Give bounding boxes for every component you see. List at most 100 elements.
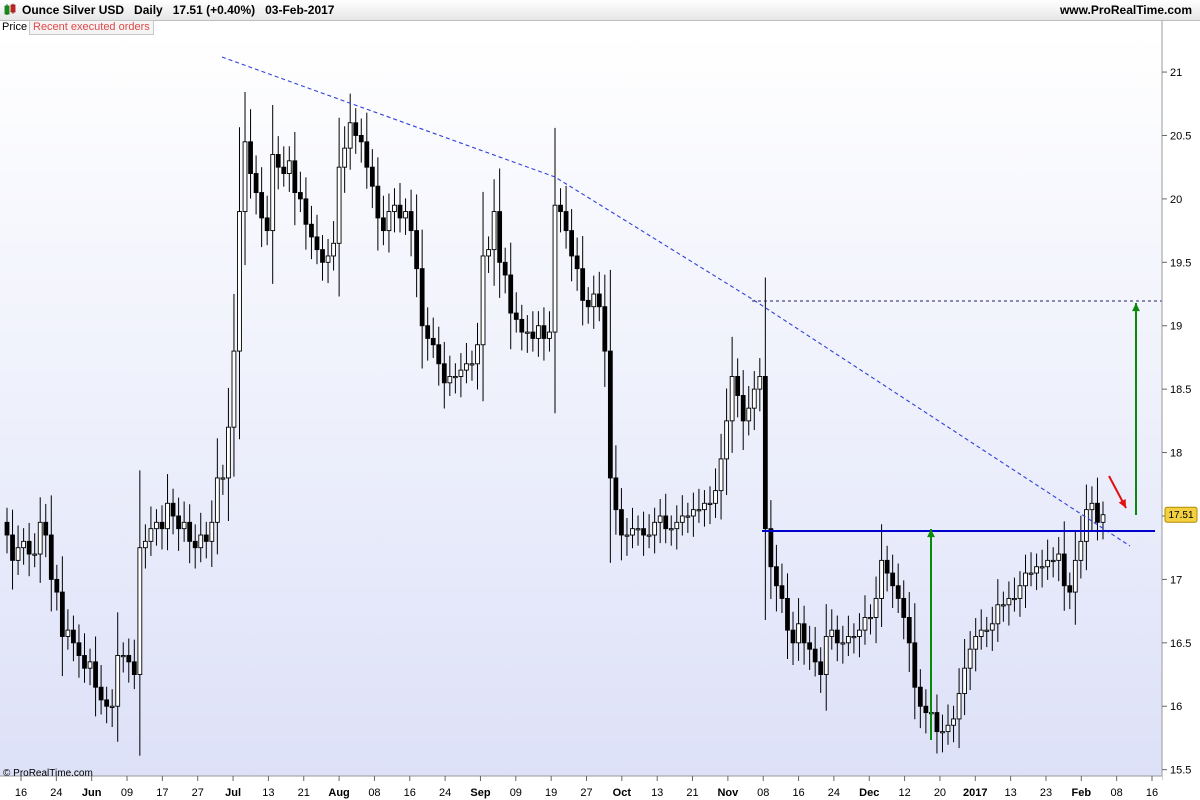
price-tag-value: 17.51 — [1168, 510, 1193, 521]
candle-body — [1000, 604, 1006, 607]
candle-body — [1017, 585, 1023, 599]
y-tick-label: 18.5 — [1170, 384, 1191, 396]
candle-body — [1084, 509, 1089, 542]
candle-body — [862, 617, 868, 631]
candle-body — [646, 534, 652, 537]
candle-body — [458, 369, 464, 377]
candle-body — [713, 490, 718, 504]
site-link[interactable]: www.ProRealTime.com — [1059, 3, 1192, 17]
candle-body — [779, 585, 785, 599]
x-tick-label: Feb — [1072, 787, 1092, 799]
candle-body — [59, 591, 65, 637]
candle-body — [530, 331, 536, 339]
candle-body — [668, 528, 674, 531]
candle-body — [159, 521, 165, 530]
candle-body — [558, 204, 563, 213]
candle-body — [15, 547, 21, 561]
candle-body — [436, 344, 442, 365]
candle-body — [774, 566, 779, 587]
candle-body — [292, 160, 298, 193]
candle-body — [884, 559, 890, 574]
candle-body — [906, 617, 912, 644]
candle-body — [912, 642, 918, 688]
candle-body — [552, 204, 558, 333]
candle-body — [917, 686, 923, 707]
candle-body — [120, 655, 126, 658]
candle-body — [303, 198, 309, 225]
candle-body — [895, 585, 901, 599]
x-tick-label: Aug — [328, 787, 349, 799]
candle-body — [569, 230, 574, 257]
y-tick-label: 19 — [1170, 321, 1182, 333]
candle-body — [226, 426, 231, 479]
candle-body — [879, 559, 884, 599]
candle-body — [475, 344, 480, 365]
candle-body — [652, 521, 658, 536]
candle-body — [336, 166, 342, 244]
candle-body — [386, 211, 392, 232]
candle-body — [868, 617, 873, 620]
recent-orders-button[interactable]: Recent executed orders — [29, 20, 154, 35]
candle-body — [502, 261, 508, 276]
candle-body — [414, 230, 420, 270]
candle-body — [397, 204, 403, 219]
x-tick-label: Sep — [470, 787, 490, 799]
candle-body — [325, 255, 331, 263]
candle-body — [286, 160, 292, 174]
candle-body — [480, 255, 486, 346]
candle-body — [1045, 559, 1051, 568]
candle-body — [796, 623, 801, 644]
x-tick-label: 13 — [1005, 787, 1017, 799]
candle-body — [309, 223, 314, 238]
x-tick-label: 08 — [368, 787, 380, 799]
y-tick-label: 20 — [1170, 194, 1182, 206]
candle-body — [165, 502, 170, 530]
candle-body — [353, 122, 359, 136]
candle-body — [270, 154, 276, 232]
x-tick-label: 24 — [50, 787, 62, 799]
candle-body — [181, 521, 187, 530]
candle-body — [674, 521, 680, 530]
candle-body — [93, 661, 98, 688]
candle-body — [109, 705, 115, 708]
y-tick-label: 16 — [1170, 701, 1182, 713]
candle-body — [237, 211, 242, 352]
y-tick-label: 16.5 — [1170, 638, 1191, 650]
y-tick-label: 19.5 — [1170, 257, 1191, 269]
candle-body — [1050, 559, 1056, 563]
candle-body — [945, 724, 951, 733]
candle-body — [54, 578, 60, 593]
candle-body — [4, 521, 10, 536]
candle-body — [104, 699, 110, 707]
candle-body — [419, 268, 425, 327]
candle-body — [751, 388, 757, 409]
head-depth-arrow-head — [927, 529, 935, 538]
copyright-text: © ProRealTime.com — [3, 768, 93, 779]
candle-body — [1072, 559, 1078, 593]
candle-body — [26, 540, 32, 555]
candle-body — [541, 325, 547, 339]
candle-body — [452, 376, 458, 379]
candle-body — [834, 629, 840, 644]
x-tick-label: 24 — [439, 787, 451, 799]
y-tick-label: 20.5 — [1170, 130, 1191, 142]
candle-body — [807, 642, 813, 650]
candle-body — [873, 597, 879, 618]
candle-body — [43, 521, 49, 536]
candle-body — [735, 376, 741, 396]
candle-body — [702, 502, 707, 511]
candle-body — [790, 629, 796, 644]
candle-body — [220, 477, 226, 480]
candle-body — [580, 268, 586, 301]
candle-body — [347, 122, 353, 149]
candle-body — [962, 667, 968, 695]
candle-body — [1089, 502, 1095, 511]
x-tick-label: 2017 — [963, 787, 987, 799]
candle-body — [989, 623, 995, 631]
candle-body — [973, 636, 979, 650]
x-tick-label: 16 — [1146, 787, 1158, 799]
title-bar: Ounce Silver USD Daily 17.51 (+0.40%) 03… — [0, 0, 1200, 21]
candle-body — [1100, 514, 1106, 523]
candle-body — [641, 528, 646, 536]
